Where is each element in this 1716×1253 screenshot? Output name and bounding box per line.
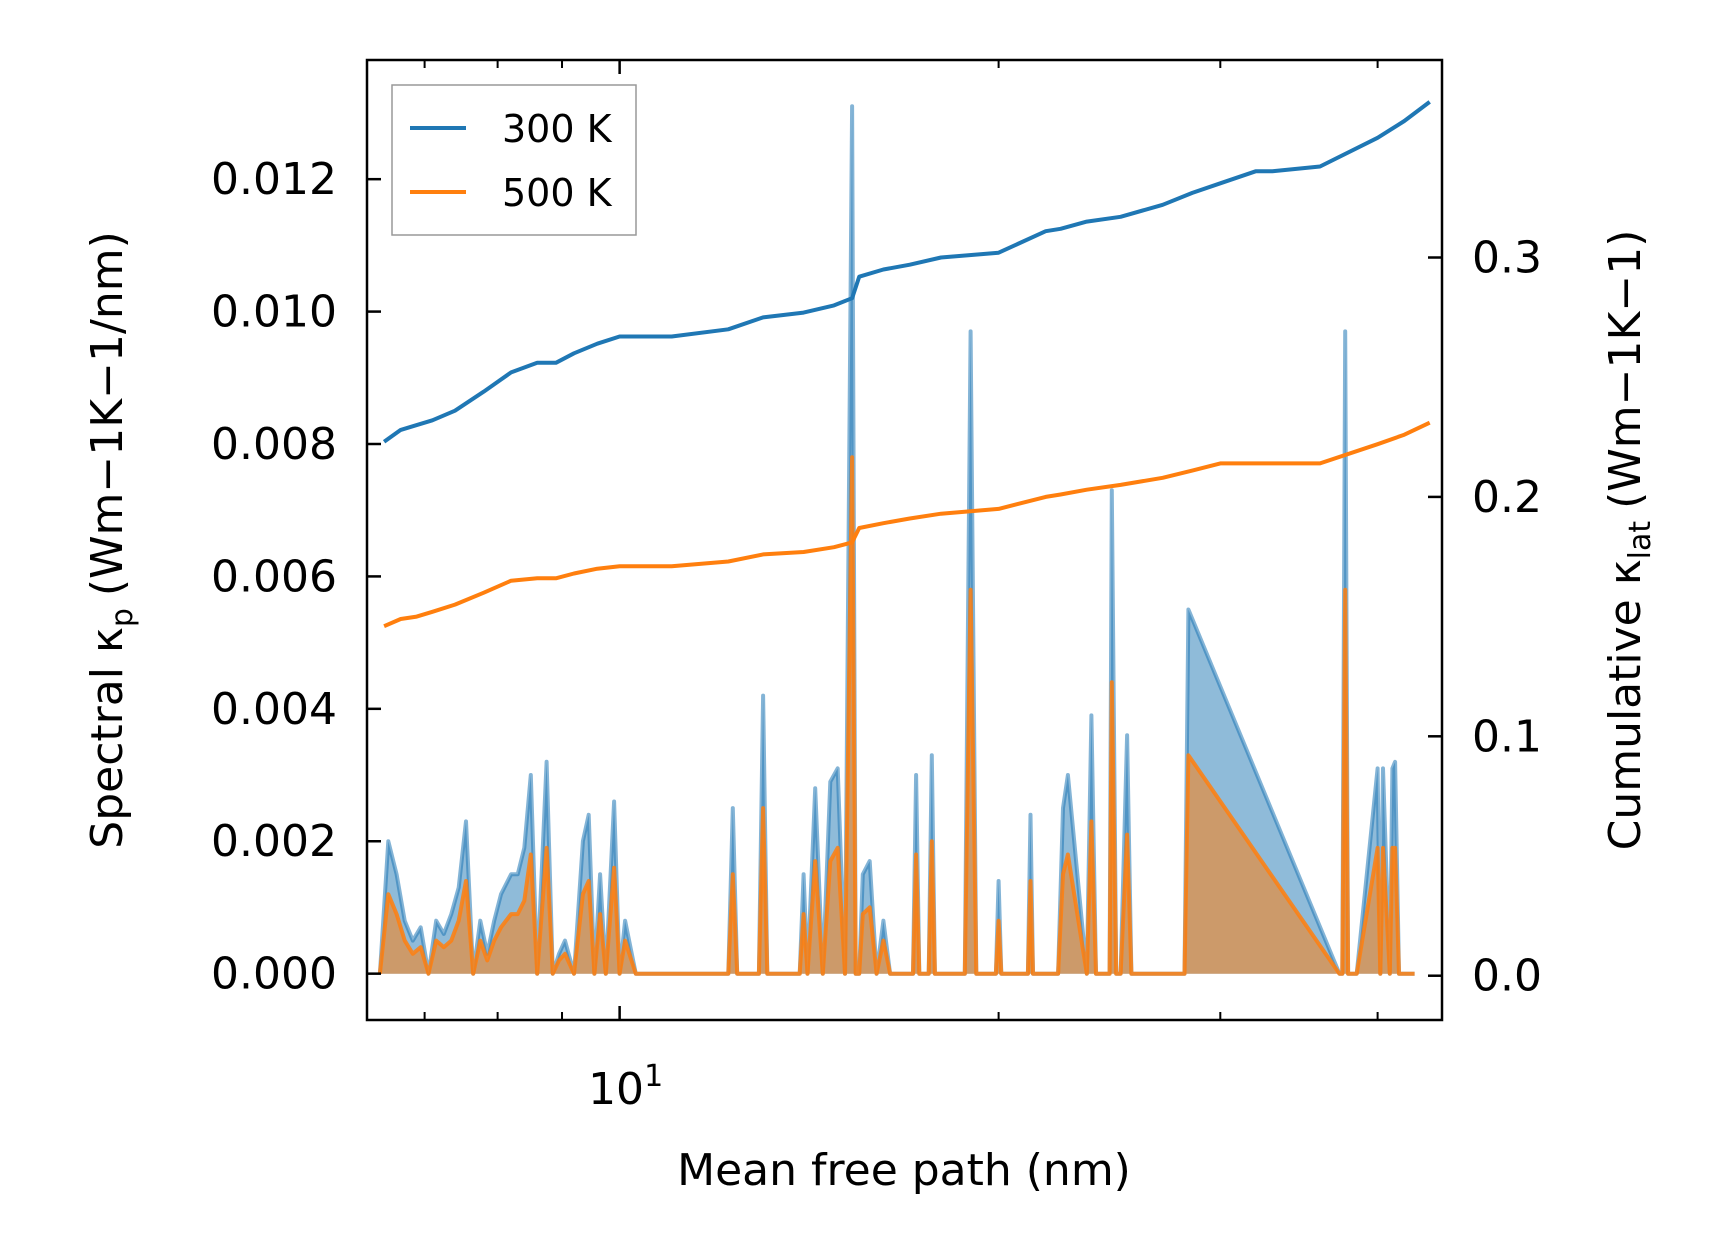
x-tick-label-base: 10 bbox=[588, 1064, 644, 1115]
legend-frame bbox=[391, 84, 637, 236]
spectral-area-0 bbox=[379, 106, 1415, 974]
right-axis-label-main: Cumulative κ bbox=[1600, 559, 1651, 850]
left-tick-label: 0.004 bbox=[211, 684, 337, 735]
right-axis-label: Cumulative κlat (Wm−1K−1) bbox=[1600, 230, 1658, 851]
cumulative-series-layer bbox=[382, 100, 1431, 629]
cumulative-line-0 bbox=[382, 100, 1431, 444]
left-tick-label: 0.008 bbox=[211, 419, 337, 470]
x-axis-label: Mean free path (nm) bbox=[677, 1145, 1131, 1196]
left-tick-label: 0.010 bbox=[211, 287, 337, 338]
left-axis-label: Spectral κp (Wm−1K−1/nm) bbox=[82, 231, 140, 848]
x-tick-label: 101 bbox=[588, 1059, 663, 1115]
right-tick-label: 0.2 bbox=[1472, 472, 1542, 523]
spectral-series-layer bbox=[377, 104, 1415, 976]
spectral-line-1 bbox=[377, 455, 1415, 976]
right-tick-label: 0.0 bbox=[1472, 951, 1542, 1002]
legend-label-300k: 300 K bbox=[502, 107, 613, 151]
right-axis-label-unit: (Wm−1K−1) bbox=[1600, 230, 1651, 509]
left-tick-label: 0.006 bbox=[211, 551, 337, 602]
left-axis-label-sub: p bbox=[105, 608, 140, 627]
left-axis-label-unit: (Wm−1K−1/nm) bbox=[82, 231, 133, 596]
ticks-layer: 0.000 0.002 0.004 0.006 0.008 0.010 0.012 0.0 0.… bbox=[211, 60, 1542, 1115]
left-tick-label: 0.002 bbox=[211, 816, 337, 867]
plot-frame bbox=[365, 58, 1444, 1022]
right-tick-label: 0.3 bbox=[1472, 233, 1542, 284]
left-tick-label: 0.000 bbox=[211, 949, 337, 1000]
legend: 300 K 500 K bbox=[391, 84, 637, 236]
x-tick-label-exponent: 1 bbox=[644, 1059, 663, 1094]
right-axis-label-sub: lat bbox=[1623, 521, 1658, 560]
left-tick-label: 0.012 bbox=[211, 154, 337, 205]
right-tick-label: 0.1 bbox=[1472, 711, 1542, 762]
left-axis-label-main: Spectral κ bbox=[82, 627, 133, 849]
cumulative-line-1 bbox=[383, 420, 1431, 629]
legend-label-500k: 500 K bbox=[502, 171, 613, 215]
